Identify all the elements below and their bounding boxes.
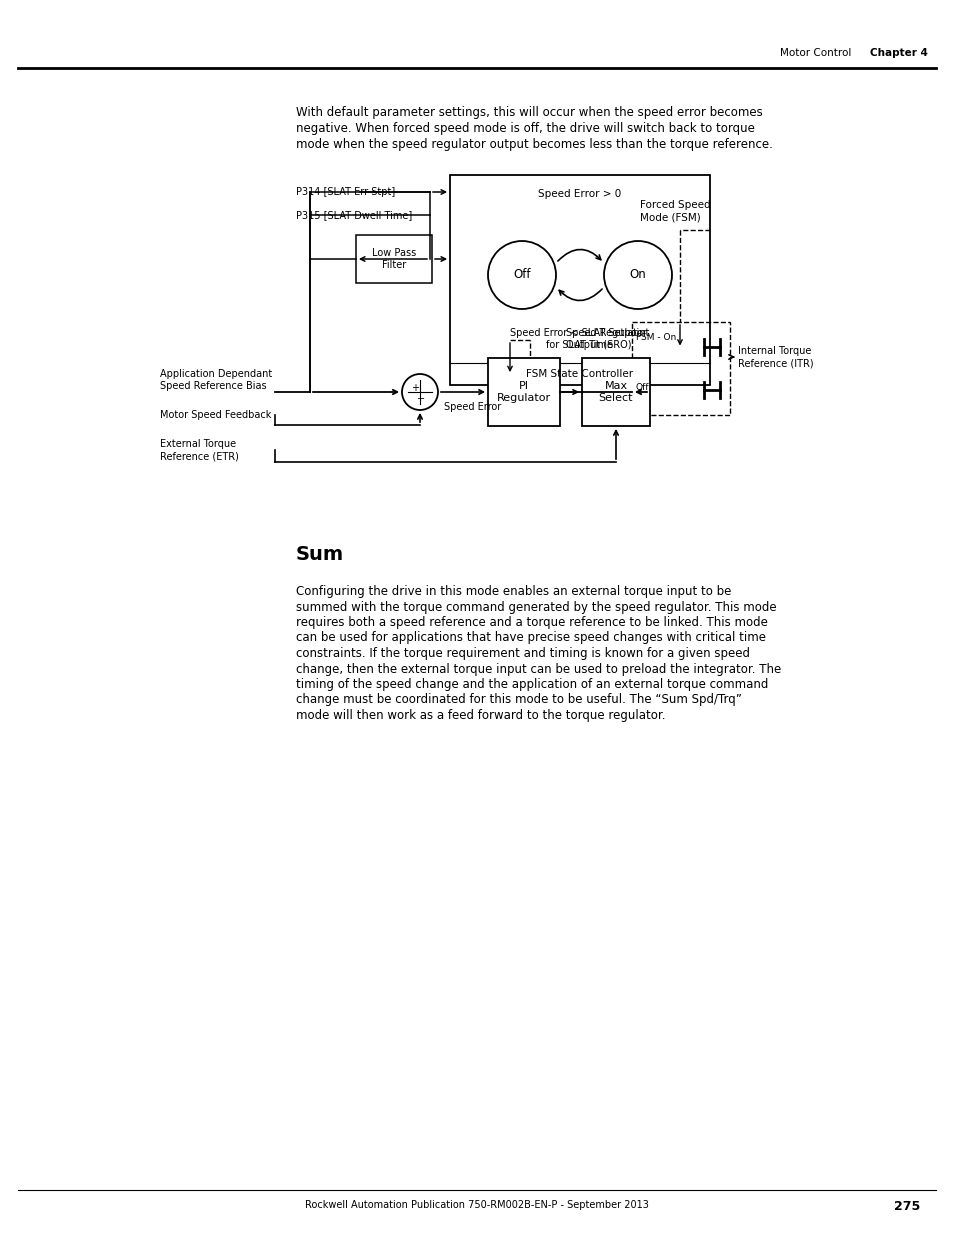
Text: External Torque
Reference (ETR): External Torque Reference (ETR)	[160, 438, 238, 461]
Text: requires both a speed reference and a torque reference to be linked. This mode: requires both a speed reference and a to…	[295, 616, 767, 629]
Text: 275: 275	[893, 1200, 919, 1213]
Text: Application Dependant
Speed Reference Bias: Application Dependant Speed Reference Bi…	[160, 369, 272, 391]
Text: change, then the external torque input can be used to preload the integrator. Th: change, then the external torque input c…	[295, 662, 781, 676]
Text: +: +	[411, 383, 418, 393]
Text: Speed Regulator
Output (SRO): Speed Regulator Output (SRO)	[565, 329, 646, 350]
Text: negative. When forced speed mode is off, the drive will switch back to torque: negative. When forced speed mode is off,…	[295, 122, 754, 135]
Text: Speed Error > 0: Speed Error > 0	[537, 189, 621, 199]
Text: mode will then work as a feed forward to the torque regulator.: mode will then work as a feed forward to…	[295, 709, 665, 722]
Text: Speed Error: Speed Error	[443, 403, 500, 412]
Text: can be used for applications that have precise speed changes with critical time: can be used for applications that have p…	[295, 631, 765, 645]
Text: FSM State Controller: FSM State Controller	[526, 369, 633, 379]
Text: Rockwell Automation Publication 750-RM002B-EN-P - September 2013: Rockwell Automation Publication 750-RM00…	[305, 1200, 648, 1210]
Text: constraints. If the torque requirement and timing is known for a given speed: constraints. If the torque requirement a…	[295, 647, 749, 659]
Text: Off: Off	[636, 383, 649, 391]
Text: P315 [SLAT Dwell Time]: P315 [SLAT Dwell Time]	[295, 210, 412, 220]
Text: summed with the torque command generated by the speed regulator. This mode: summed with the torque command generated…	[295, 600, 776, 614]
Text: Low Pass
Filter: Low Pass Filter	[372, 248, 416, 269]
Text: Max
Select: Max Select	[598, 382, 633, 403]
Text: timing of the speed change and the application of an external torque command: timing of the speed change and the appli…	[295, 678, 767, 692]
Text: FSM - On: FSM - On	[636, 333, 676, 342]
Bar	[581, 358, 649, 426]
Text: Forced Speed
Mode (FSM): Forced Speed Mode (FSM)	[639, 200, 710, 222]
Text: Internal Torque
Reference (ITR): Internal Torque Reference (ITR)	[738, 346, 813, 368]
Bar	[631, 322, 729, 415]
Bar	[450, 175, 709, 385]
Text: Configuring the drive in this mode enables an external torque input to be: Configuring the drive in this mode enabl…	[295, 585, 731, 598]
Text: Sum: Sum	[295, 545, 344, 564]
Text: With default parameter settings, this will occur when the speed error becomes: With default parameter settings, this wi…	[295, 106, 762, 119]
Text: PI
Regulator: PI Regulator	[497, 382, 551, 403]
Bar	[488, 358, 559, 426]
Text: −: −	[416, 394, 425, 404]
Text: Off: Off	[513, 268, 530, 282]
Text: Motor Control: Motor Control	[780, 48, 850, 58]
Text: P314 [SLAT Err Stpt]: P314 [SLAT Err Stpt]	[295, 186, 395, 198]
Text: Motor Speed Feedback: Motor Speed Feedback	[160, 410, 271, 420]
Text: mode when the speed regulator output becomes less than the torque reference.: mode when the speed regulator output bec…	[295, 138, 772, 151]
Text: Chapter 4: Chapter 4	[869, 48, 927, 58]
Text: change must be coordinated for this mode to be useful. The “Sum Spd/Trq”: change must be coordinated for this mode…	[295, 694, 741, 706]
Text: On: On	[629, 268, 646, 282]
Bar	[355, 235, 432, 283]
Text: Speed Error < SLAT Setpoint
for SLAT Time: Speed Error < SLAT Setpoint for SLAT Tim…	[510, 329, 649, 351]
